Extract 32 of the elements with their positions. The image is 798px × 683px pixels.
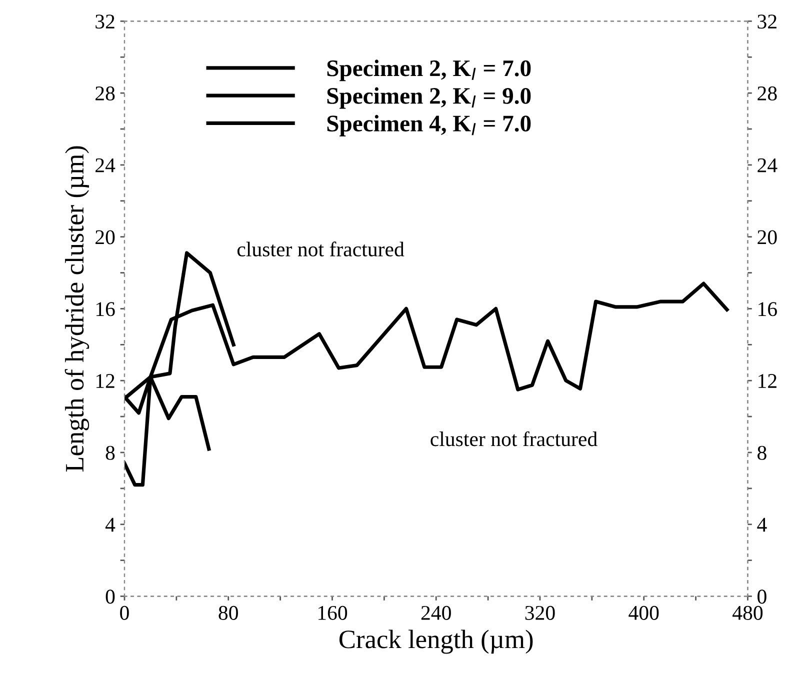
annotation: cluster not fractured [237,242,404,256]
y2-tick-label: 24 [758,158,778,172]
legend-label: Specimen 4, K$_{I}$ = 7.0 [327,114,531,136]
x-tick-label: 400 [628,606,659,620]
y2-tick-label: 32 [758,14,776,29]
y2-tick-label: 16 [758,302,777,316]
y2-tick-label: 28 [758,86,777,100]
x-tick-label: 160 [318,606,348,620]
y-axis-title: Length of hydride cluster (µm) [64,146,90,472]
x-axis-title: Crack length (µm) [339,630,533,654]
y2-tick-label: 4 [757,518,767,532]
y-tick-label: 0 [106,590,115,604]
y2-tick-label: 12 [758,374,776,388]
y-tick-label: 20 [96,230,115,244]
y2-tick-label: 0 [758,590,766,604]
legend-label: Specimen 2, K$_{I}$ = 9.0 [327,87,531,109]
y-tick-label: 28 [96,86,115,100]
y-tick-label: 24 [96,158,116,172]
legend-label: Specimen 2, K$_{I}$ = 7.0 [327,60,531,82]
x-tick-label: 480 [732,606,763,620]
annotation: cluster not fractured [430,431,598,446]
y-tick-label: 16 [96,302,115,316]
y-tick-label: 12 [96,374,114,388]
y-tick-label: 8 [106,446,115,460]
x-tick-label: 0 [120,606,129,620]
y-tick-label: 4 [105,518,116,532]
x-tick-label: 80 [218,606,238,620]
x-tick-label: 320 [525,606,555,620]
y-tick-label: 32 [96,14,114,29]
y2-tick-label: 20 [758,230,777,244]
x-tick-label: 240 [421,606,451,620]
y2-tick-label: 8 [758,446,766,460]
